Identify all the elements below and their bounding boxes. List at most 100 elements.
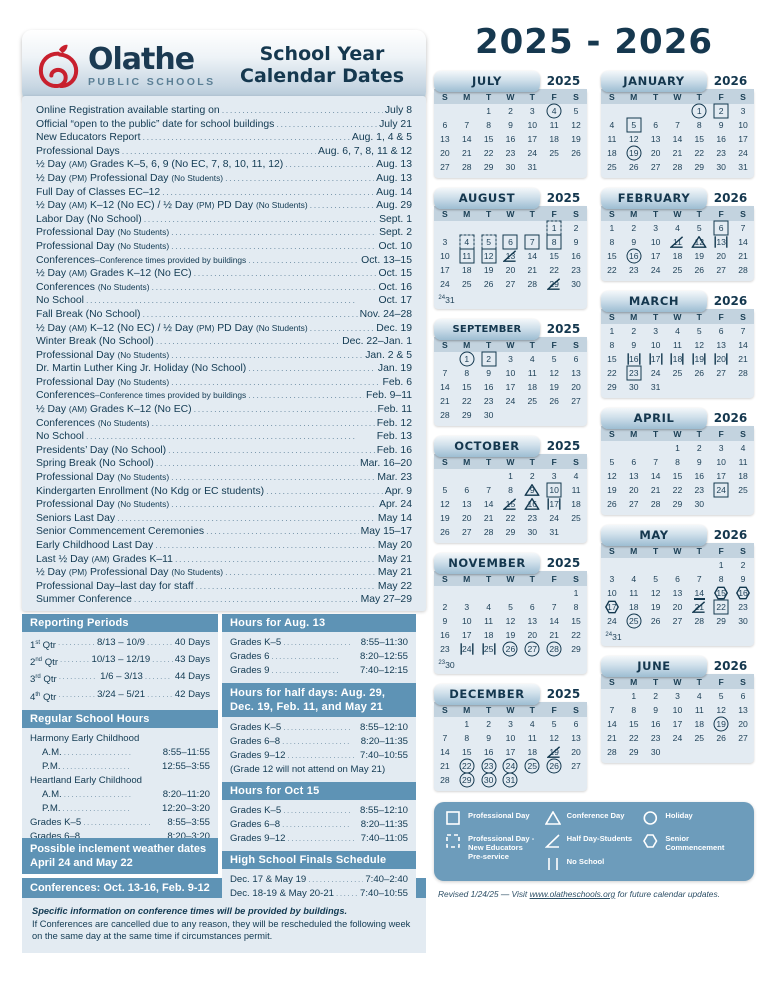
calendar-day-cell[interactable]: 7: [645, 455, 667, 469]
calendar-day-cell[interactable]: 20: [521, 628, 543, 642]
calendar-day-cell[interactable]: 17: [645, 352, 667, 366]
calendar-day-cell[interactable]: 28: [434, 773, 456, 787]
calendar-day-cell[interactable]: 23: [521, 511, 543, 525]
calendar-day-cell[interactable]: 23: [732, 600, 754, 614]
calendar-day-cell[interactable]: 6: [565, 352, 587, 366]
calendar-day-cell[interactable]: 14: [688, 586, 710, 600]
calendar-day-cell[interactable]: 20: [710, 249, 732, 263]
calendar-day-cell[interactable]: 9: [645, 703, 667, 717]
calendar-day-cell[interactable]: 27: [667, 614, 689, 628]
calendar-day-cell[interactable]: 12: [710, 703, 732, 717]
calendar-day-cell[interactable]: 29: [710, 614, 732, 628]
calendar-day-cell[interactable]: 22: [456, 758, 478, 774]
calendar-day-cell[interactable]: 16: [645, 717, 667, 731]
calendar-day-cell[interactable]: 12: [601, 469, 623, 483]
calendar-day-cell[interactable]: 3: [521, 104, 543, 118]
calendar-day-cell[interactable]: 19: [688, 249, 710, 263]
calendar-day-cell[interactable]: 25: [601, 160, 623, 174]
calendar-day-cell[interactable]: 11: [667, 235, 689, 249]
calendar-day-cell[interactable]: 26: [500, 641, 522, 657]
calendar-day-cell[interactable]: 28: [601, 745, 623, 759]
calendar-day-cell[interactable]: 3: [667, 689, 689, 703]
calendar-day-cell[interactable]: 24: [434, 277, 456, 291]
calendar-day-cell[interactable]: 15: [688, 132, 710, 146]
calendar-day-cell[interactable]: 29: [543, 277, 565, 291]
calendar-day-cell[interactable]: 23: [565, 263, 587, 277]
calendar-day-cell[interactable]: 31: [521, 160, 543, 174]
calendar-day-cell[interactable]: 14: [543, 614, 565, 628]
calendar-day-cell[interactable]: 25: [521, 758, 543, 774]
calendar-day-cell[interactable]: 30: [478, 408, 500, 422]
calendar-day-cell[interactable]: 16: [623, 248, 645, 264]
calendar-day-cell[interactable]: 7: [732, 324, 754, 338]
calendar-day-cell[interactable]: 1: [565, 586, 587, 600]
calendar-day-cell[interactable]: 23: [710, 146, 732, 160]
calendar-day-cell[interactable]: 9: [688, 455, 710, 469]
calendar-day-cell[interactable]: 21: [732, 352, 754, 366]
calendar-day-cell[interactable]: 22: [543, 263, 565, 277]
calendar-day-cell[interactable]: 26: [565, 146, 587, 160]
calendar-day-cell[interactable]: 13: [521, 614, 543, 628]
calendar-day-cell[interactable]: 18: [667, 249, 689, 263]
calendar-day-cell[interactable]: 8: [710, 572, 732, 586]
calendar-day-cell[interactable]: 1: [456, 717, 478, 731]
calendar-day-cell[interactable]: 12: [645, 586, 667, 600]
calendar-day-cell[interactable]: 22: [710, 599, 732, 615]
calendar-day-cell[interactable]: 3: [434, 235, 456, 249]
calendar-day-cell[interactable]: 14: [456, 132, 478, 146]
calendar-day-cell[interactable]: 8: [565, 600, 587, 614]
calendar-day-cell[interactable]: 18: [478, 628, 500, 642]
calendar-day-cell[interactable]: 27: [434, 160, 456, 174]
calendar-day-cell[interactable]: 1: [478, 104, 500, 118]
calendar-day-cell[interactable]: 19: [710, 716, 732, 732]
calendar-day-cell[interactable]: 17: [645, 249, 667, 263]
calendar-day-cell[interactable]: 19: [478, 263, 500, 277]
calendar-day-cell[interactable]: 22: [601, 263, 623, 277]
calendar-day-cell[interactable]: 27: [500, 277, 522, 291]
calendar-day-cell[interactable]: 11: [543, 118, 565, 132]
calendar-day-cell[interactable]: 20: [623, 483, 645, 497]
calendar-day-cell[interactable]: 2: [710, 103, 732, 119]
calendar-day-cell[interactable]: 8: [601, 235, 623, 249]
calendar-day-cell[interactable]: 10: [645, 338, 667, 352]
calendar-day-cell[interactable]: 18: [732, 469, 754, 483]
calendar-day-cell[interactable]: 7: [601, 703, 623, 717]
calendar-day-cell[interactable]: 19: [543, 745, 565, 759]
calendar-day-cell[interactable]: 7: [688, 572, 710, 586]
calendar-day-cell[interactable]: 5: [601, 455, 623, 469]
calendar-day-cell[interactable]: 21: [645, 483, 667, 497]
calendar-day-cell[interactable]: 17: [434, 263, 456, 277]
calendar-day-cell[interactable]: 30: [688, 497, 710, 511]
calendar-day-cell[interactable]: 1: [688, 103, 710, 119]
calendar-day-cell[interactable]: 24: [601, 614, 623, 628]
calendar-day-cell[interactable]: 14: [645, 469, 667, 483]
calendar-day-cell[interactable]: 29: [623, 745, 645, 759]
calendar-day-cell[interactable]: 6: [623, 455, 645, 469]
calendar-day-cell[interactable]: 9: [478, 366, 500, 380]
calendar-day-cell[interactable]: 1: [601, 324, 623, 338]
calendar-day-cell[interactable]: 27: [710, 366, 732, 380]
calendar-day-cell[interactable]: 17: [601, 600, 623, 614]
calendar-day-cell[interactable]: 10: [601, 586, 623, 600]
calendar-day-cell[interactable]: 13: [732, 703, 754, 717]
calendar-day-cell[interactable]: 2: [565, 221, 587, 235]
calendar-day-cell[interactable]: 6: [456, 483, 478, 497]
calendar-day-cell[interactable]: 7: [434, 366, 456, 380]
calendar-day-cell[interactable]: 10: [710, 455, 732, 469]
calendar-day-cell[interactable]: 30: [645, 745, 667, 759]
calendar-day-cell[interactable]: 7: [521, 234, 543, 250]
calendar-day-cell[interactable]: 26: [688, 263, 710, 277]
calendar-day-cell[interactable]: 8: [667, 455, 689, 469]
calendar-day-cell[interactable]: 6: [565, 717, 587, 731]
calendar-day-cell[interactable]: 23: [645, 731, 667, 745]
calendar-day-cell[interactable]: 31: [732, 160, 754, 174]
calendar-day-cell[interactable]: 4: [732, 441, 754, 455]
calendar-day-cell[interactable]: 22: [456, 394, 478, 408]
calendar-day-cell[interactable]: 29: [456, 772, 478, 788]
calendar-day-cell[interactable]: 9: [565, 235, 587, 249]
calendar-day-cell[interactable]: 11: [456, 248, 478, 264]
calendar-day-cell[interactable]: 14: [732, 338, 754, 352]
calendar-day-cell[interactable]: 28: [478, 525, 500, 539]
calendar-day-cell[interactable]: 9: [434, 614, 456, 628]
calendar-day-cell[interactable]: 4: [521, 352, 543, 366]
